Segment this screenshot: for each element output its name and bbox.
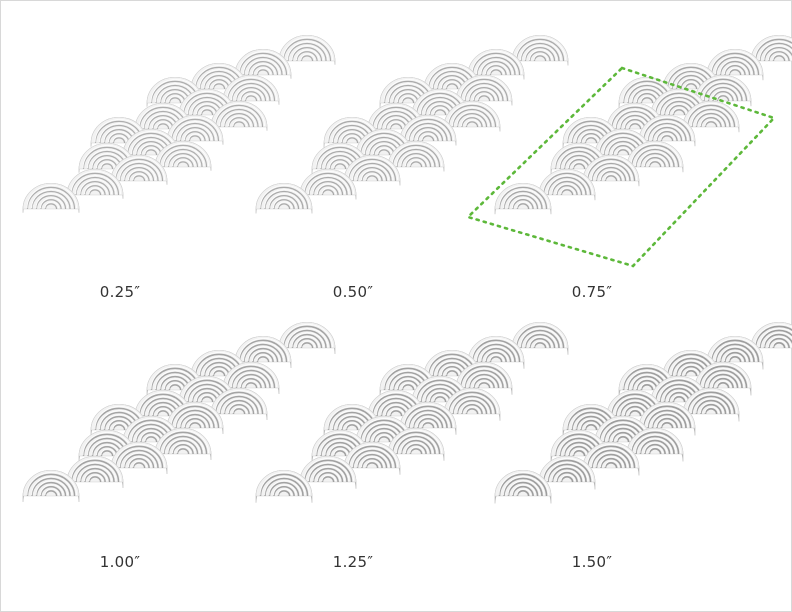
wave-scale bbox=[299, 168, 357, 200]
wave-tile-preview bbox=[494, 34, 792, 215]
wave-scale bbox=[311, 142, 369, 174]
wave-scale bbox=[367, 102, 425, 134]
wave-tile-preview bbox=[255, 34, 569, 214]
wave-scale bbox=[278, 321, 336, 355]
wave-scale bbox=[222, 74, 280, 105]
wave-scale bbox=[178, 375, 236, 409]
wave-scale bbox=[222, 361, 280, 395]
wave-scale bbox=[538, 455, 596, 490]
wave-scale bbox=[682, 387, 740, 422]
wave-scale bbox=[110, 441, 168, 475]
tile-option-1-50[interactable]: 1.50″ bbox=[473, 288, 792, 594]
wave-scale bbox=[210, 100, 268, 131]
wave-scale bbox=[255, 182, 313, 214]
wave-tile-preview bbox=[255, 321, 569, 503]
wave-scale bbox=[66, 168, 124, 199]
depth-label: 0.25″ bbox=[99, 283, 141, 301]
wave-scale bbox=[511, 321, 569, 355]
wave-scale bbox=[455, 361, 513, 395]
tile-option-1-25[interactable]: 1.25″ bbox=[234, 288, 569, 594]
wave-scale bbox=[750, 321, 792, 356]
wave-scale bbox=[387, 140, 445, 172]
depth-label: 0.75″ bbox=[571, 283, 613, 301]
depth-label: 1.50″ bbox=[571, 553, 613, 571]
wave-scale bbox=[166, 114, 224, 145]
wave-tile-preview bbox=[22, 321, 336, 503]
wave-tile-preview bbox=[494, 321, 792, 504]
wave-scale bbox=[343, 154, 401, 186]
tile-option-0-75[interactable]: 0.75″ bbox=[473, 1, 792, 307]
wave-scale bbox=[22, 182, 80, 213]
wave-tile-preview bbox=[22, 34, 336, 213]
wave-scale bbox=[154, 140, 212, 171]
wave-scale bbox=[750, 34, 792, 67]
wave-scale bbox=[343, 441, 401, 475]
wave-scale bbox=[467, 335, 525, 369]
wave-scale bbox=[626, 427, 684, 462]
tile-option-1-00[interactable]: 1.00″ bbox=[1, 288, 336, 594]
wave-scale bbox=[234, 48, 292, 79]
tile-option-0-50[interactable]: 0.50″ bbox=[234, 1, 569, 307]
wave-scale bbox=[234, 335, 292, 369]
wave-scale bbox=[511, 34, 569, 66]
wave-scale bbox=[166, 401, 224, 435]
wave-scale bbox=[694, 361, 752, 396]
wave-scale bbox=[210, 387, 268, 421]
wave-scale bbox=[638, 401, 696, 436]
depth-label: 1.25″ bbox=[332, 553, 374, 571]
wave-scale bbox=[387, 427, 445, 461]
wave-scale bbox=[399, 401, 457, 435]
depth-label: 0.50″ bbox=[332, 283, 374, 301]
tile-option-0-25[interactable]: 0.25″ bbox=[1, 1, 336, 307]
wave-scale bbox=[494, 469, 552, 504]
wave-scale bbox=[110, 154, 168, 185]
wave-scale bbox=[255, 469, 313, 503]
wave-scale bbox=[582, 441, 640, 476]
wave-scale bbox=[278, 34, 336, 65]
wave-scale bbox=[443, 387, 501, 421]
depth-label: 1.00″ bbox=[99, 553, 141, 571]
wave-scale bbox=[66, 455, 124, 489]
wave-scale bbox=[299, 455, 357, 489]
wave-scale bbox=[154, 427, 212, 461]
wave-scale bbox=[706, 335, 764, 370]
wave-scale bbox=[399, 114, 457, 146]
wave-scale bbox=[22, 469, 80, 503]
